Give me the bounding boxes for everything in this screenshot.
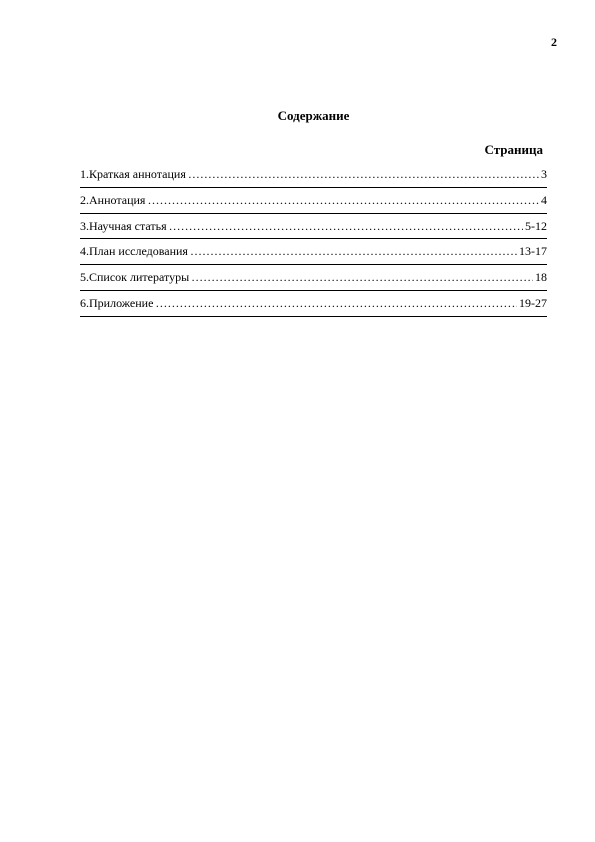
toc-page: 19-27 [519,295,547,312]
toc-page: 4 [541,192,547,209]
toc-label: 6.Приложение [80,295,153,312]
toc-leader [147,192,539,209]
toc-row: 1.Краткая аннотация 3 [80,166,547,183]
toc-divider [80,238,547,239]
toc-label: 3.Научная статья [80,218,167,235]
toc-leader [191,269,533,286]
toc-row: 5.Список литературы 18 [80,269,547,286]
toc-page: 5-12 [525,218,547,235]
toc-label: 1.Краткая аннотация [80,166,186,183]
toc-divider [80,264,547,265]
toc-divider [80,213,547,214]
toc-row: 6.Приложение 19-27 [80,295,547,312]
toc-page: 3 [541,166,547,183]
toc-row: 2.Аннотация 4 [80,192,547,209]
toc-label: 5.Список литературы [80,269,189,286]
toc-divider [80,290,547,291]
toc-label: 2.Аннотация [80,192,145,209]
content-area: Содержание Страница 1.Краткая аннотация … [80,108,547,321]
column-heading-page: Страница [80,142,547,158]
toc-leader [190,243,517,260]
toc-page: 18 [535,269,547,286]
toc-row: 3.Научная статья 5-12 [80,218,547,235]
page-number: 2 [551,35,557,50]
toc-leader [155,295,517,312]
toc-row: 4.План исследования 13-17 [80,243,547,260]
toc-leader [188,166,539,183]
toc-title: Содержание [80,108,547,124]
toc-page: 13-17 [519,243,547,260]
toc-label: 4.План исследования [80,243,188,260]
toc-divider [80,187,547,188]
toc-divider [80,316,547,317]
toc-leader [169,218,523,235]
